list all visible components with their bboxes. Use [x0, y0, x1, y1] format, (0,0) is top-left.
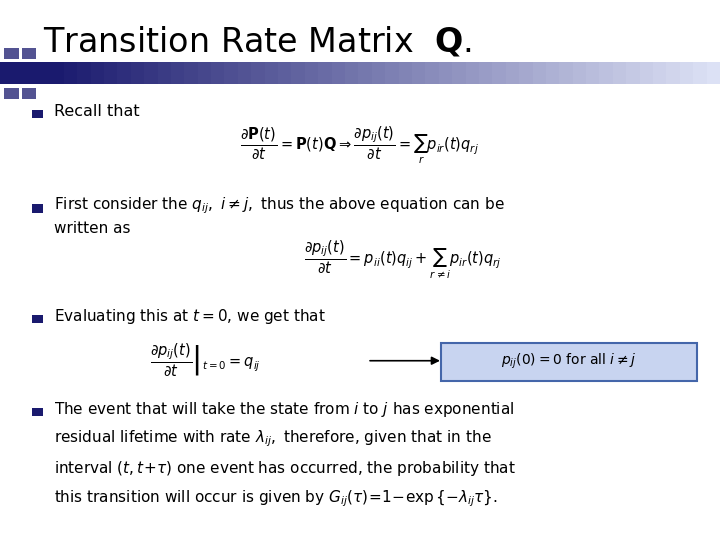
Bar — [0, 62, 50, 84]
Bar — [680, 62, 695, 84]
Bar — [91, 62, 105, 84]
Bar — [278, 62, 293, 84]
Text: $p_{ij}(0)= 0\ \mathrm{for\ all}\ i\neq j$: $p_{ij}(0)= 0\ \mathrm{for\ all}\ i\neq … — [501, 352, 637, 372]
Bar — [426, 62, 440, 84]
Text: $\left.\dfrac{\partial p_{ij}(t)}{\partial t}\right|_{t=0} = q_{ij}$: $\left.\dfrac{\partial p_{ij}(t)}{\parti… — [150, 342, 261, 380]
Text: interval $(t,t\!+\!\tau)$ one event has occurred, the probability that: interval $(t,t\!+\!\tau)$ one event has … — [54, 459, 516, 478]
Bar — [117, 62, 132, 84]
Bar — [399, 62, 413, 84]
Bar — [251, 62, 266, 84]
Bar — [211, 62, 226, 84]
Bar — [32, 204, 43, 213]
Bar — [412, 62, 427, 84]
Text: Evaluating this at $t=0$, we get that: Evaluating this at $t=0$, we get that — [54, 307, 326, 326]
Bar — [466, 62, 480, 84]
Bar — [265, 62, 279, 84]
Bar — [225, 62, 239, 84]
Text: residual lifetime with rate $\lambda_{ij},$ therefore, given that in the: residual lifetime with rate $\lambda_{ij… — [54, 429, 492, 449]
Bar — [559, 62, 574, 84]
Bar — [32, 315, 43, 323]
Bar — [4, 48, 19, 59]
Bar — [667, 62, 681, 84]
Bar — [198, 62, 212, 84]
Text: First consider the $q_{ij},\ i\neq j,$ thus the above equation can be: First consider the $q_{ij},\ i\neq j,$ t… — [54, 195, 505, 216]
Text: $\dfrac{\partial p_{ij}(t)}{\partial t} = p_{ii}(t)q_{ij}+ \sum_{r\neq i} p_{ir}: $\dfrac{\partial p_{ij}(t)}{\partial t} … — [305, 238, 502, 281]
Bar — [64, 62, 78, 84]
FancyBboxPatch shape — [441, 343, 697, 381]
Text: $\dfrac{\partial\mathbf{P}(t)}{\partial t} = \mathbf{P}(t)\mathbf{Q}\Rightarrow : $\dfrac{\partial\mathbf{P}(t)}{\partial … — [240, 125, 480, 166]
Bar — [32, 408, 43, 416]
Bar — [332, 62, 346, 84]
Bar — [385, 62, 400, 84]
Bar — [546, 62, 561, 84]
Bar — [22, 48, 36, 59]
Bar — [653, 62, 668, 84]
Text: Transition Rate Matrix  $\mathbf{Q}$.: Transition Rate Matrix $\mathbf{Q}$. — [43, 24, 472, 58]
Bar — [158, 62, 172, 84]
Bar — [613, 62, 628, 84]
Bar — [238, 62, 253, 84]
Text: Recall that: Recall that — [54, 104, 140, 119]
Bar — [104, 62, 119, 84]
Bar — [639, 62, 654, 84]
Bar — [144, 62, 159, 84]
Bar — [626, 62, 641, 84]
Text: this transition will occur is given by $G_{ij}(\tau)\!=\!1\!-\!\exp\{-\lambda_{i: this transition will occur is given by $… — [54, 488, 498, 509]
Bar — [706, 62, 720, 84]
Bar — [4, 88, 19, 99]
Text: The event that will take the state from $i$ to $j$ has exponential: The event that will take the state from … — [54, 400, 514, 419]
Bar — [438, 62, 454, 84]
Bar — [131, 62, 145, 84]
Bar — [452, 62, 467, 84]
Bar — [305, 62, 320, 84]
Bar — [22, 88, 36, 99]
Bar — [77, 62, 92, 84]
Bar — [50, 62, 66, 84]
Bar — [492, 62, 507, 84]
Bar — [372, 62, 387, 84]
Bar — [479, 62, 494, 84]
Bar — [600, 62, 614, 84]
Bar — [32, 110, 43, 118]
Bar — [345, 62, 360, 84]
Bar — [184, 62, 199, 84]
Text: written as: written as — [54, 221, 130, 236]
Bar — [533, 62, 547, 84]
Bar — [318, 62, 333, 84]
Bar — [292, 62, 306, 84]
Bar — [359, 62, 373, 84]
Bar — [586, 62, 601, 84]
Bar — [572, 62, 588, 84]
Bar — [693, 62, 708, 84]
Bar — [505, 62, 521, 84]
Bar — [519, 62, 534, 84]
Bar — [171, 62, 186, 84]
